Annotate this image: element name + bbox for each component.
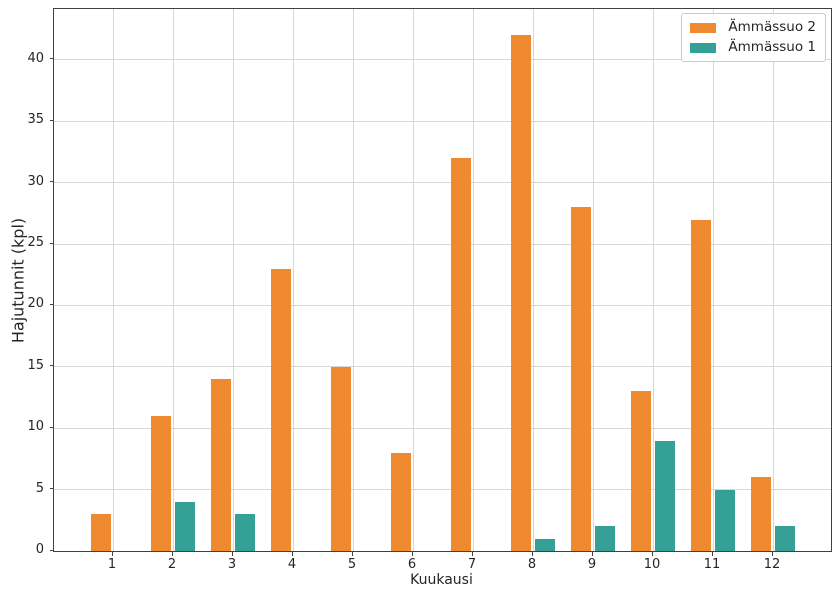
bar--mm-ssuo-2-month-7 (451, 158, 471, 551)
y-tick-label: 15 (27, 357, 44, 373)
x-gridline (412, 9, 414, 551)
x-tick-mark (351, 552, 353, 556)
x-gridline (772, 9, 774, 551)
x-tick-mark (531, 552, 533, 556)
y-gridline (54, 243, 831, 245)
bar--mm-ssuo-2-month-3 (211, 379, 231, 551)
y-tick-mark (50, 365, 54, 367)
y-tick-label: 5 (35, 480, 44, 496)
y-gridline (54, 489, 831, 491)
x-tick-mark (591, 552, 593, 556)
x-tick-label: 8 (527, 557, 537, 572)
y-gridline (54, 120, 831, 122)
y-gridline (54, 304, 831, 306)
x-gridline (532, 9, 534, 551)
bar--mm-ssuo-1-month-11 (715, 489, 735, 551)
x-tick-label: 12 (763, 557, 781, 572)
y-tick-label: 25 (27, 235, 44, 251)
x-tick-mark (231, 552, 233, 556)
y-tick-mark (50, 58, 54, 60)
bar--mm-ssuo-2-month-10 (631, 391, 651, 551)
bar--mm-ssuo-2-month-2 (151, 415, 171, 551)
x-tick-mark (711, 552, 713, 556)
y-tick-mark (50, 119, 54, 121)
y-tick-label: 35 (27, 112, 44, 128)
x-tick-mark (471, 552, 473, 556)
legend-item-series-1: Ämmässuo 1 (690, 40, 816, 55)
x-gridline (652, 9, 654, 551)
x-tick-label: 10 (643, 557, 661, 572)
y-tick-mark (50, 181, 54, 183)
x-tick-mark (411, 552, 413, 556)
bar--mm-ssuo-2-month-9 (571, 207, 591, 551)
bar--mm-ssuo-2-month-11 (691, 219, 711, 551)
x-gridline (172, 9, 174, 551)
x-tick-label: 4 (287, 557, 297, 572)
x-tick-label: 2 (167, 557, 177, 572)
bar--mm-ssuo-1-month-10 (655, 440, 675, 551)
legend-item-series-0: Ämmässuo 2 (690, 20, 816, 35)
y-tick-mark (50, 488, 54, 490)
y-tick-mark (50, 549, 54, 551)
x-tick-label: 3 (227, 557, 237, 572)
y-tick-mark (50, 303, 54, 305)
x-gridline (592, 9, 594, 551)
x-gridline (472, 9, 474, 551)
x-axis-label: Kuukausi (410, 572, 473, 588)
y-axis-label: Hajutunnit (kpl) (8, 217, 28, 344)
y-tick-label: 20 (27, 296, 44, 312)
y-gridline (54, 366, 831, 368)
legend-swatch-ammassuo-2 (690, 22, 717, 33)
legend: Ämmässuo 2 Ämmässuo 1 (681, 13, 826, 62)
x-tick-mark (291, 552, 293, 556)
y-tick-mark (50, 242, 54, 244)
y-tick-label: 30 (27, 173, 44, 189)
legend-label-ammassuo-2: Ämmässuo 2 (728, 19, 816, 35)
bar--mm-ssuo-2-month-5 (331, 366, 351, 551)
bar--mm-ssuo-1-month-9 (595, 526, 615, 551)
x-tick-label: 7 (467, 557, 477, 572)
bar--mm-ssuo-1-month-12 (775, 526, 795, 551)
x-tick-label: 1 (107, 557, 117, 572)
x-tick-label: 5 (347, 557, 357, 572)
x-tick-mark (111, 552, 113, 556)
bar--mm-ssuo-2-month-4 (271, 268, 291, 551)
x-tick-label: 11 (703, 557, 721, 572)
y-tick-label: 0 (35, 542, 44, 557)
x-gridline (232, 9, 234, 551)
y-gridline (54, 59, 831, 61)
x-gridline (112, 9, 114, 551)
x-tick-mark (171, 552, 173, 556)
bar--mm-ssuo-2-month-12 (751, 477, 771, 551)
x-tick-mark (771, 552, 773, 556)
bar--mm-ssuo-2-month-6 (391, 452, 411, 551)
y-tick-label: 10 (27, 419, 44, 435)
y-gridline (54, 427, 831, 429)
bar--mm-ssuo-2-month-1 (91, 514, 111, 551)
bar--mm-ssuo-1-month-2 (175, 501, 195, 551)
bar--mm-ssuo-1-month-8 (535, 538, 555, 551)
legend-label-ammassuo-1: Ämmässuo 1 (728, 39, 816, 55)
y-gridline (54, 182, 831, 184)
x-tick-label: 9 (587, 557, 597, 572)
x-gridline (352, 9, 354, 551)
legend-swatch-ammassuo-1 (690, 42, 717, 53)
x-gridline (292, 9, 294, 551)
y-tick-label: 40 (27, 50, 44, 66)
plot-area: Ämmässuo 2 Ämmässuo 1 (53, 8, 832, 552)
x-gridline (712, 9, 714, 551)
y-tick-mark (50, 426, 54, 428)
bar--mm-ssuo-1-month-3 (235, 514, 255, 551)
x-tick-label: 6 (407, 557, 417, 572)
x-tick-mark (651, 552, 653, 556)
bar--mm-ssuo-2-month-8 (511, 35, 531, 551)
